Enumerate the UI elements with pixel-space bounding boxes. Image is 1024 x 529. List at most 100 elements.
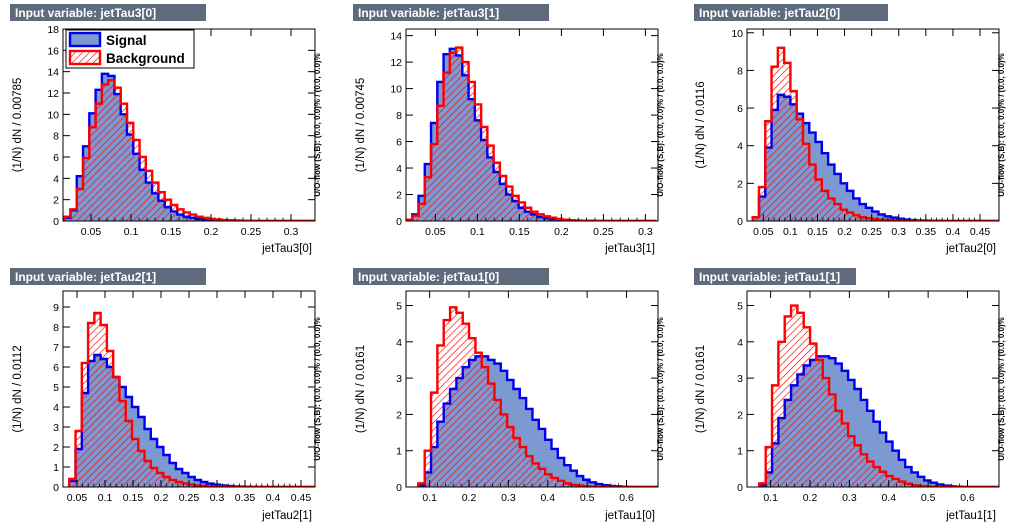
y-tick-label: 4 xyxy=(396,163,402,175)
y-tick-label: 6 xyxy=(53,362,59,374)
plot-area xyxy=(406,46,657,221)
y-tick-label: 6 xyxy=(396,137,402,149)
x-tick-label: 0.6 xyxy=(960,492,975,504)
y-tick-label: 1 xyxy=(737,446,743,458)
x-tick-label: 0.05 xyxy=(753,226,774,238)
x-axis-label: jetTau3[1] xyxy=(604,243,655,255)
background-line xyxy=(758,304,999,487)
legend-signal-label: Signal xyxy=(106,33,147,48)
title-box xyxy=(353,268,549,285)
y-tick-label: 5 xyxy=(53,382,59,394)
y-axis-label: (1/N) dN / 0.00785 xyxy=(12,78,24,173)
y-tick-label: 0 xyxy=(396,482,402,494)
histogram-panel: Input variable: jetTau3[1] 0.05 0.1 0.15 0.2… xyxy=(353,4,665,255)
x-tick-label: 0.25 xyxy=(593,226,614,238)
x-tick-label: 0.2 xyxy=(837,226,852,238)
y-tick-label: 4 xyxy=(53,173,59,185)
x-tick-label: 0.4 xyxy=(881,492,896,504)
x-tick-label: 0.1 xyxy=(422,492,437,504)
overflow-label: U/O-flow (S,B): (0.0, 0.0)% / (0.0, 0.0)… xyxy=(313,317,322,461)
background-hatch xyxy=(69,313,315,487)
y-tick-label: 5 xyxy=(396,301,402,313)
title-text: Input variable: jetTau2[0] xyxy=(699,6,840,20)
y-tick-label: 2 xyxy=(53,195,59,207)
plot-area xyxy=(758,304,999,487)
x-axis: 0.1 0.2 0.3 0.4 0.5 0.6 xyxy=(763,291,975,504)
y-tick-label: 10 xyxy=(390,84,402,96)
x-tick-label: 0.3 xyxy=(501,492,516,504)
x-tick-label: 0.5 xyxy=(580,492,595,504)
background-hatch xyxy=(752,47,999,221)
plot-frame xyxy=(405,28,659,222)
background-line xyxy=(68,311,315,487)
x-tick-label: 0.15 xyxy=(161,226,182,238)
plot-frame xyxy=(746,28,1000,222)
x-tick-label: 0.45 xyxy=(291,492,312,504)
x-tick-label: 0.45 xyxy=(970,226,991,238)
title-box xyxy=(353,4,549,21)
y-tick-label: 1 xyxy=(53,462,59,474)
x-axis-label: jetTau3[0] xyxy=(261,243,312,255)
x-tick-label: 0.6 xyxy=(619,492,634,504)
y-tick-label: 0 xyxy=(737,482,743,494)
overflow-label: U/O-flow (S,B): (0.0, 0.0)% / (0.0, 0.0)… xyxy=(656,53,665,197)
x-tick-label: 0.25 xyxy=(861,226,882,238)
x-tick-label: 0.35 xyxy=(235,492,256,504)
panel-title: Input variable: jetTau2[0] xyxy=(694,4,888,21)
background-line xyxy=(417,306,658,487)
x-tick-label: 0.05 xyxy=(67,492,88,504)
title-box xyxy=(694,268,856,285)
plot-area xyxy=(417,306,658,487)
x-tick-label: 0.3 xyxy=(842,492,857,504)
panel-title: Input variable: jetTau3[0] xyxy=(10,4,206,21)
plot-frame xyxy=(62,28,316,222)
title-box xyxy=(694,4,888,21)
y-tick-label: 0 xyxy=(396,216,402,228)
x-tick-label: 0.3 xyxy=(210,492,225,504)
overflow-label: U/O-flow (S,B): (0.0, 0.0)% / (0.0, 0.0)… xyxy=(313,53,322,197)
histogram-panel: Input variable: jetTau1[1]0.1 0.2 0.3 0.4 0.… xyxy=(694,268,1006,522)
title-text: Input variable: jetTau3[0] xyxy=(15,6,156,20)
x-axis: 0.05 0.1 0.15 0.2 0.25 0.3 xyxy=(425,29,653,238)
overflow-label: U/O-flow (S,B): (0.0, 0.0)% / (0.0, 0.0)… xyxy=(997,53,1006,197)
x-tick-label: 0.3 xyxy=(891,226,906,238)
x-tick-label: 0.15 xyxy=(807,226,828,238)
title-text: Input variable: jetTau2[1] xyxy=(15,270,156,284)
x-tick-label: 0.4 xyxy=(540,492,555,504)
x-tick-label: 0.05 xyxy=(81,226,102,238)
histogram-panel: Input variable: jetTau3[0] 0.05 0.1 0.15 0.2… xyxy=(10,4,322,255)
panel-title: Input variable: jetTau2[1] xyxy=(10,268,206,285)
legend: Signal Background xyxy=(65,29,195,69)
background-hatch xyxy=(759,305,999,487)
y-tick-label: 4 xyxy=(396,337,402,349)
panel-title: Input variable: jetTau3[1] xyxy=(353,4,549,21)
y-tick-label: 0 xyxy=(53,482,59,494)
x-tick-label: 0.25 xyxy=(241,226,262,238)
y-axis-label: (1/N) dN / 0.0116 xyxy=(695,81,707,168)
x-tick-label: 0.2 xyxy=(462,492,477,504)
y-tick-label: 6 xyxy=(53,152,59,164)
y-axis: 0 2 4 6 8 10 12 14 16 18 xyxy=(47,24,315,228)
y-tick-label: 5 xyxy=(737,301,743,313)
x-axis: 0.05 0.1 0.15 0.2 0.25 0.3 0.35 0.4 0.45 xyxy=(67,291,312,504)
x-tick-label: 0.1 xyxy=(124,226,139,238)
x-tick-label: 0.1 xyxy=(763,492,778,504)
y-axis: 0 2 4 6 8 10 xyxy=(731,28,999,228)
legend-background-swatch xyxy=(68,49,102,66)
legend-background-label: Background xyxy=(106,51,185,66)
overflow-label: U/O-flow (S,B): (0.0, 0.0)% / (0.0, 0.0)… xyxy=(656,317,665,461)
title-box xyxy=(10,4,206,21)
title-text: Input variable: jetTau3[1] xyxy=(358,6,499,20)
background-hatch xyxy=(418,307,658,487)
y-tick-label: 4 xyxy=(737,337,743,349)
x-tick-label: 0.2 xyxy=(803,492,818,504)
x-tick-label: 0.2 xyxy=(204,226,219,238)
x-tick-label: 0.05 xyxy=(425,226,446,238)
y-tick-label: 4 xyxy=(53,402,59,414)
x-axis: 0.05 0.1 0.15 0.2 0.25 0.3 0.35 0.4 0.45 xyxy=(753,29,990,238)
y-tick-label: 8 xyxy=(737,65,743,77)
y-tick-label: 7 xyxy=(53,342,59,354)
x-axis-label: jetTau1[0] xyxy=(604,510,655,522)
title-text: Input variable: jetTau1[0] xyxy=(358,270,499,284)
y-tick-label: 2 xyxy=(737,178,743,190)
